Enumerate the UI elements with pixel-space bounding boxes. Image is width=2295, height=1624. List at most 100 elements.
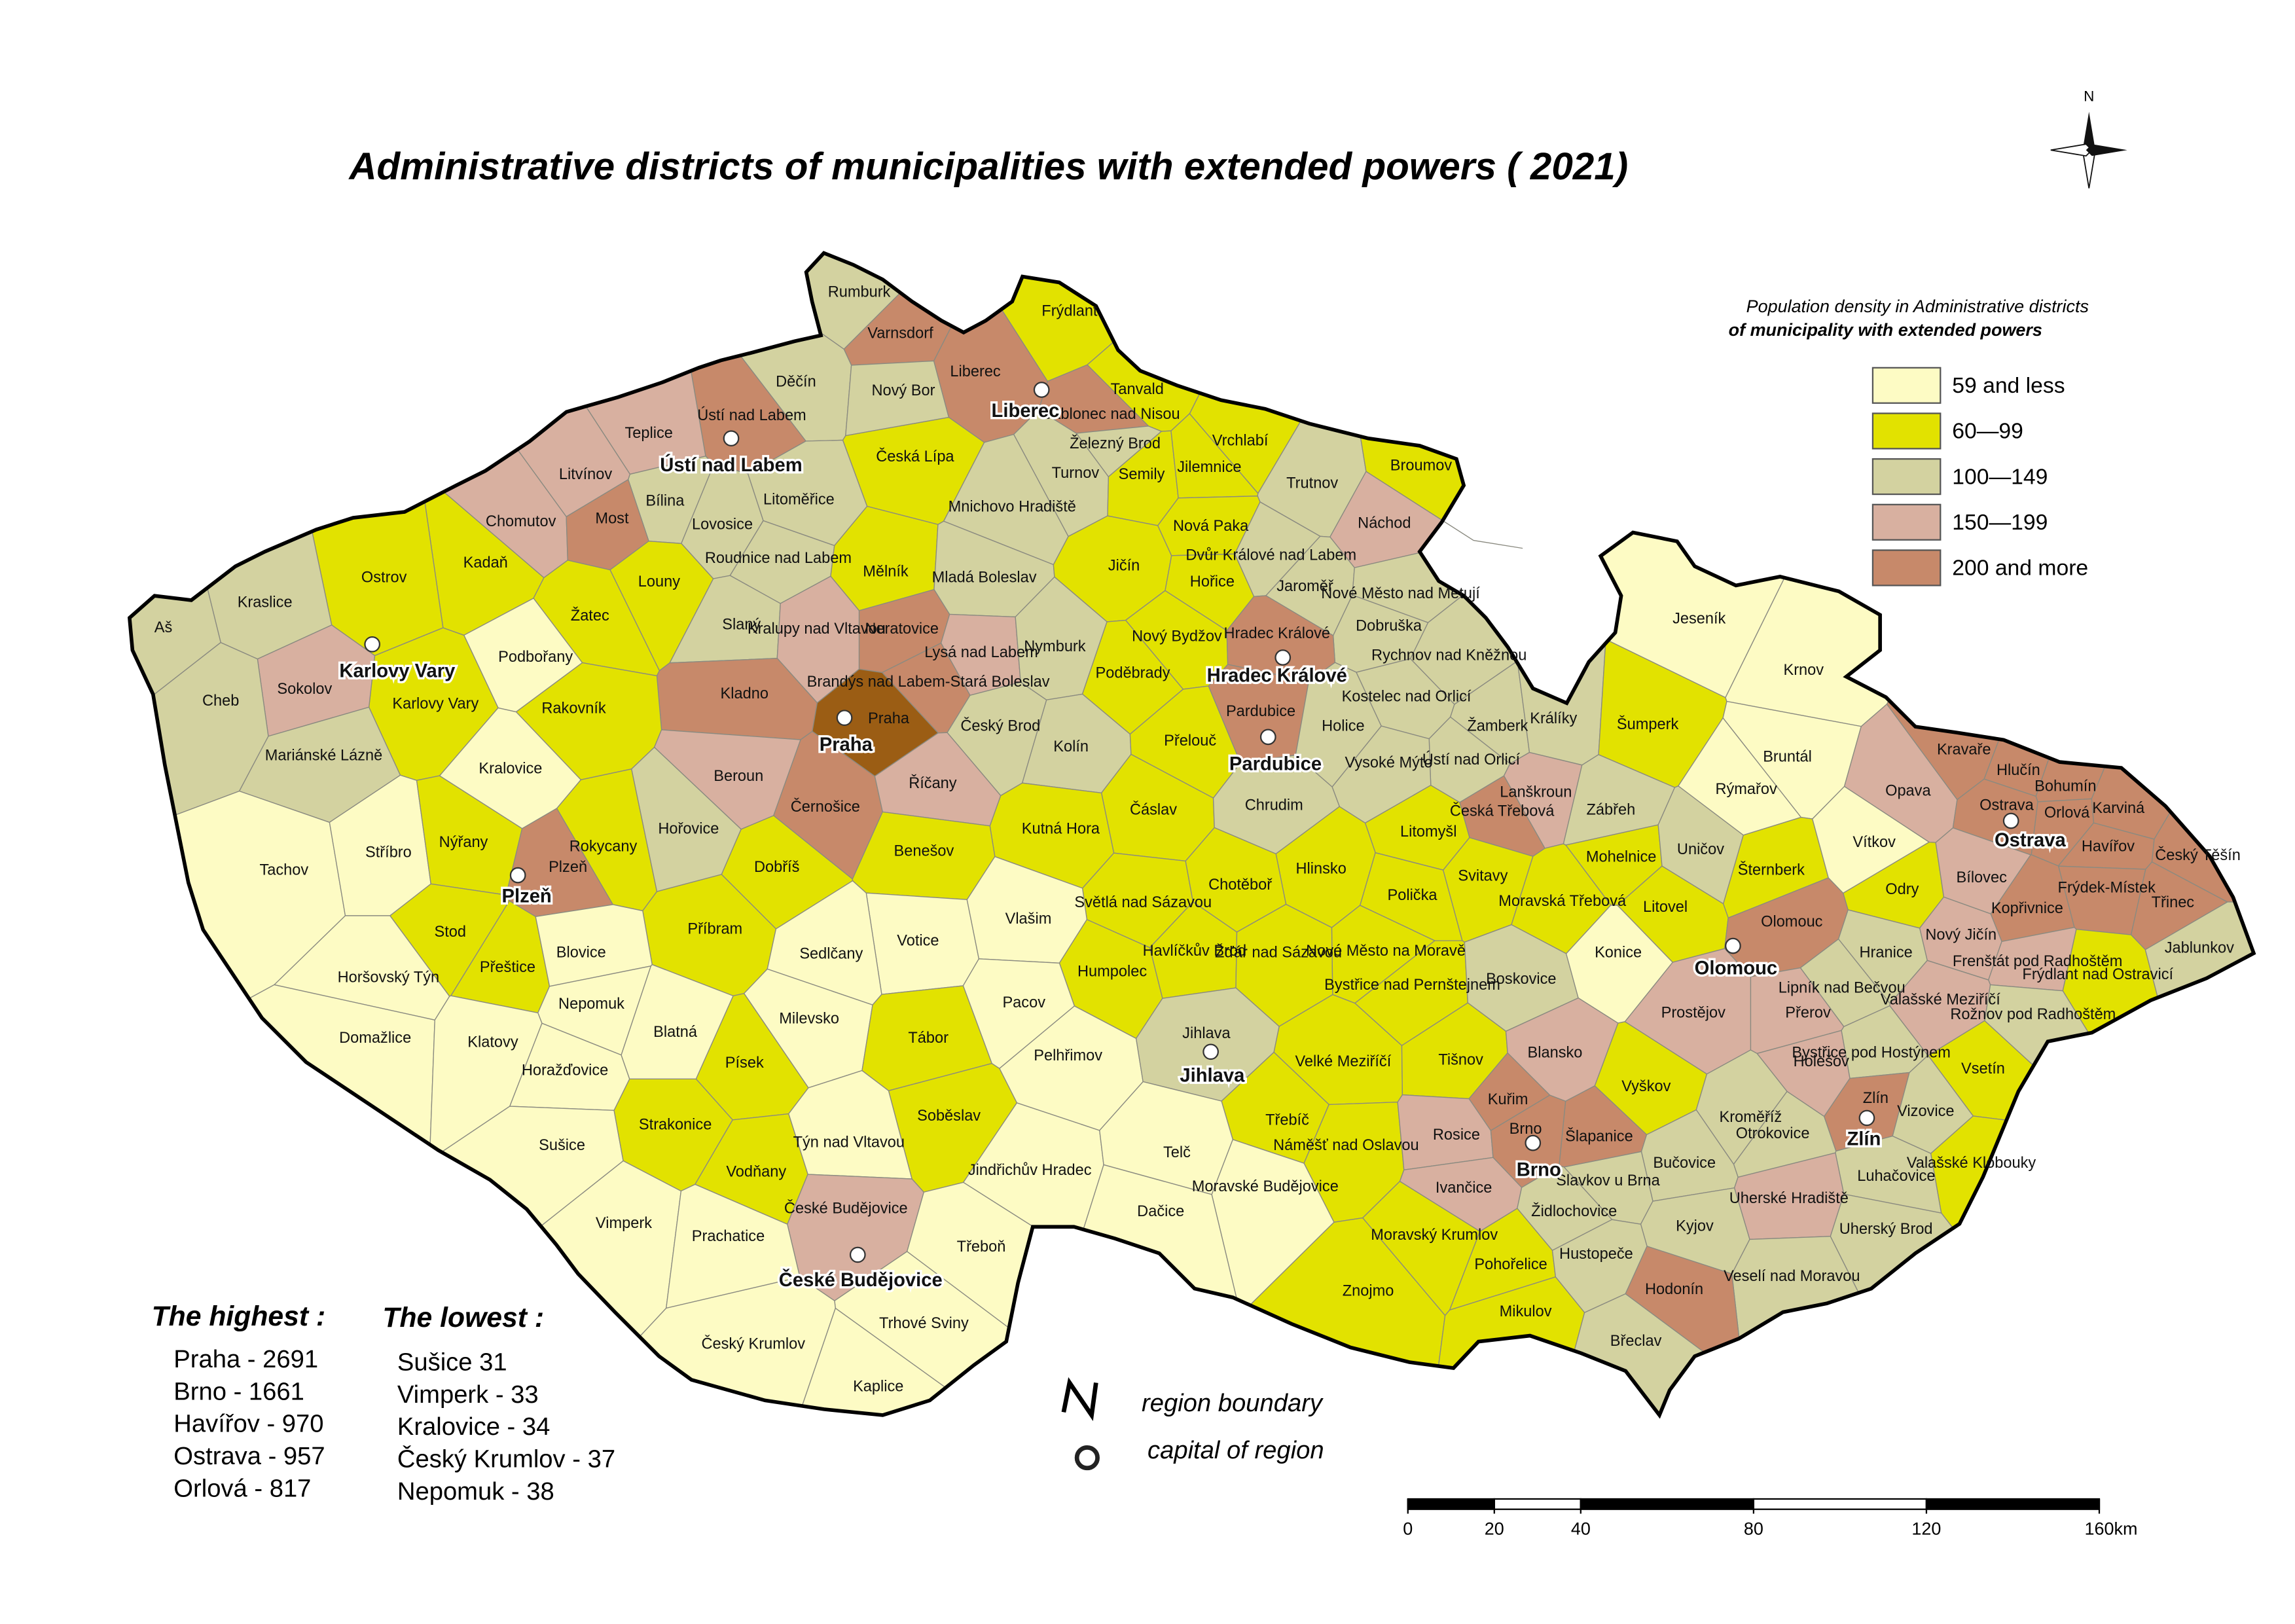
legend-label: 200 and more bbox=[1952, 556, 2088, 581]
district-label: Lovosice bbox=[692, 516, 753, 533]
district-label: Ivančice bbox=[1436, 1179, 1492, 1196]
district-label: Tábor bbox=[908, 1029, 949, 1046]
district-label: Odry bbox=[1885, 880, 1919, 897]
district-label: Nový Jičín bbox=[1925, 926, 1997, 943]
district-label: Šumperk bbox=[1617, 715, 1679, 732]
district-label: Kopřivnice bbox=[1991, 899, 2063, 916]
scale-tick-label: 120 bbox=[1911, 1519, 1941, 1538]
legend-swatch bbox=[1871, 458, 1942, 496]
district-label: Blatná bbox=[653, 1023, 698, 1040]
district-label: Světlá nad Sázavou bbox=[1074, 893, 1212, 911]
district-label: Česká Lípa bbox=[876, 447, 954, 465]
district-label: Říčany bbox=[909, 774, 957, 791]
district-label: Bystřice pod Hostýnem bbox=[1792, 1043, 1950, 1060]
district-label: Tanvald bbox=[1111, 380, 1164, 397]
district-label: Bohumín bbox=[2034, 778, 2096, 795]
capital-marker bbox=[2002, 812, 2019, 829]
district-label: Pardubice bbox=[1226, 702, 1295, 719]
capital-name: Liberec bbox=[992, 401, 1060, 422]
legend-label: 59 and less bbox=[1952, 373, 2065, 398]
highest-item: Brno - 1661 bbox=[173, 1377, 304, 1405]
lowest-item: Kralovice - 34 bbox=[397, 1413, 550, 1441]
district-label: Jeseník bbox=[1672, 609, 1726, 626]
capital-name: Olomouc bbox=[1695, 958, 1778, 979]
district-label: Polička bbox=[1388, 886, 1438, 903]
district-label: Holešov bbox=[1794, 1053, 1849, 1070]
district-label: Čáslav bbox=[1130, 800, 1177, 818]
district-label: Most bbox=[595, 510, 629, 527]
district-label: Kutná Hora bbox=[1022, 820, 1100, 837]
highest-item: Ostrava - 957 bbox=[173, 1442, 325, 1470]
district-label: Valašské Meziříčí bbox=[1881, 990, 2000, 1007]
capital-name: Karlovy Vary bbox=[339, 661, 456, 682]
district-label: Třebíč bbox=[1265, 1111, 1309, 1128]
district-label: Rožnov pod Radhoštěm bbox=[1950, 1005, 2116, 1022]
scale-bar: 0 20 40 80 120 160 km bbox=[1403, 1498, 2137, 1538]
district-label: Horšovský Týn bbox=[338, 969, 439, 986]
district-label: Šternberk bbox=[1738, 861, 1805, 878]
district-label: Dačice bbox=[1137, 1202, 1184, 1219]
district-label: Humpolec bbox=[1077, 963, 1147, 980]
capital-name: Jihlava bbox=[1180, 1066, 1245, 1087]
district-label: Nový Bydžov bbox=[1132, 627, 1222, 644]
district-label: Hustopeče bbox=[1559, 1245, 1633, 1262]
capital-marker bbox=[509, 867, 526, 884]
district-label: Rumburk bbox=[828, 283, 891, 300]
district-label: Karlovy Vary bbox=[392, 695, 479, 712]
district-label: Turnov bbox=[1052, 464, 1100, 481]
scale-tick-label: 80 bbox=[1744, 1519, 1763, 1538]
district-label: Nymburk bbox=[1024, 638, 1086, 655]
capital-name: České Budějovice bbox=[779, 1269, 943, 1291]
district-label: Přerov bbox=[1785, 1004, 1831, 1021]
district-label: Kralupy nad Vltavou bbox=[748, 620, 886, 637]
district-label: Brandýs nad Labem-Stará Boleslav bbox=[807, 673, 1050, 690]
scale-segment bbox=[1925, 1498, 2101, 1510]
capital-symbol bbox=[1074, 1445, 1100, 1471]
district-label: Trhové Sviny bbox=[879, 1314, 969, 1331]
district-label: Valašské Klobouky bbox=[1907, 1154, 2036, 1171]
district-label: Lanškroun bbox=[1500, 784, 1572, 801]
district-label: Český Těšín bbox=[2155, 846, 2241, 863]
district-label: Boskovice bbox=[1486, 970, 1556, 987]
district-label: Třinec bbox=[2152, 893, 2195, 911]
district-label: Vrchlabí bbox=[1212, 431, 1269, 448]
legend-title: Population density in Administrative dis… bbox=[1746, 297, 2089, 316]
district-label: Třeboň bbox=[957, 1238, 1006, 1255]
district-label: Náchod bbox=[1358, 514, 1411, 531]
district-label: Blovice bbox=[556, 943, 606, 960]
district-label: Králíky bbox=[1530, 710, 1577, 727]
highest-item: Praha - 2691 bbox=[173, 1345, 318, 1373]
lowest-item: Sušice 31 bbox=[397, 1348, 507, 1376]
district-label: Kostelec nad Orlicí bbox=[1342, 687, 1472, 704]
district-label: Ostrov bbox=[361, 568, 407, 585]
district-label: Český Krumlov bbox=[701, 1334, 805, 1352]
map-title: Administrative districts of municipaliti… bbox=[348, 145, 1628, 188]
lowest-item: Vimperk - 33 bbox=[397, 1380, 539, 1409]
district-label: Vyškov bbox=[1621, 1077, 1671, 1094]
district-label: Frýdek-Místek bbox=[2058, 879, 2156, 896]
district-label: Tišnov bbox=[1438, 1051, 1483, 1068]
scale-segment bbox=[1407, 1498, 1495, 1510]
district-label: Nová Paka bbox=[1173, 517, 1249, 534]
district-label: Mnichovo Hradiště bbox=[949, 498, 1076, 515]
district-label: Hradec Králové bbox=[1224, 624, 1331, 641]
boundary-label: region boundary bbox=[1142, 1389, 1324, 1417]
district-label: Příbram bbox=[687, 920, 742, 937]
district-label: Přelouč bbox=[1164, 732, 1216, 749]
district-label: Tachov bbox=[259, 861, 308, 878]
district-label: Semily bbox=[1119, 465, 1165, 482]
district-label: Podbořany bbox=[498, 648, 573, 665]
district-label: Kravaře bbox=[1937, 740, 1991, 757]
district-label: Písek bbox=[725, 1054, 764, 1071]
district-label: Beroun bbox=[714, 767, 763, 784]
district-label: Sokolov bbox=[277, 680, 332, 697]
district-label: Nové Město nad Metují bbox=[1321, 585, 1480, 602]
district-label: České Budějovice bbox=[784, 1199, 908, 1217]
legend: 59 and less 60—99 100—149 150—199 200 and mo… bbox=[1871, 367, 2088, 586]
district-label: Varnsdorf bbox=[867, 324, 933, 341]
ranking-lists: Praha - 2691 Brno - 1661 Havířov - 970 Ostr… bbox=[173, 1345, 615, 1506]
scale-tick-label: 40 bbox=[1571, 1519, 1591, 1538]
district-label: Moravská Třebová bbox=[1498, 892, 1627, 909]
district-label: Svitavy bbox=[1458, 867, 1508, 884]
district-label: Velké Meziříčí bbox=[1295, 1053, 1392, 1070]
